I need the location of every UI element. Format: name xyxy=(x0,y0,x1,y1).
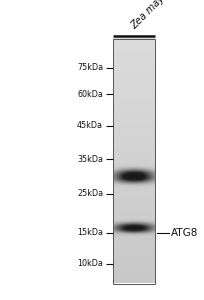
Text: ATG8: ATG8 xyxy=(171,227,199,238)
Text: 10kDa: 10kDa xyxy=(77,260,103,268)
Text: 60kDa: 60kDa xyxy=(77,90,103,99)
Text: 15kDa: 15kDa xyxy=(77,228,103,237)
Text: 45kDa: 45kDa xyxy=(77,122,103,130)
Text: Zea mays: Zea mays xyxy=(129,0,170,32)
Text: 25kDa: 25kDa xyxy=(77,189,103,198)
Bar xyxy=(113,39,155,284)
Text: 35kDa: 35kDa xyxy=(77,154,103,164)
Text: 75kDa: 75kDa xyxy=(77,63,103,72)
